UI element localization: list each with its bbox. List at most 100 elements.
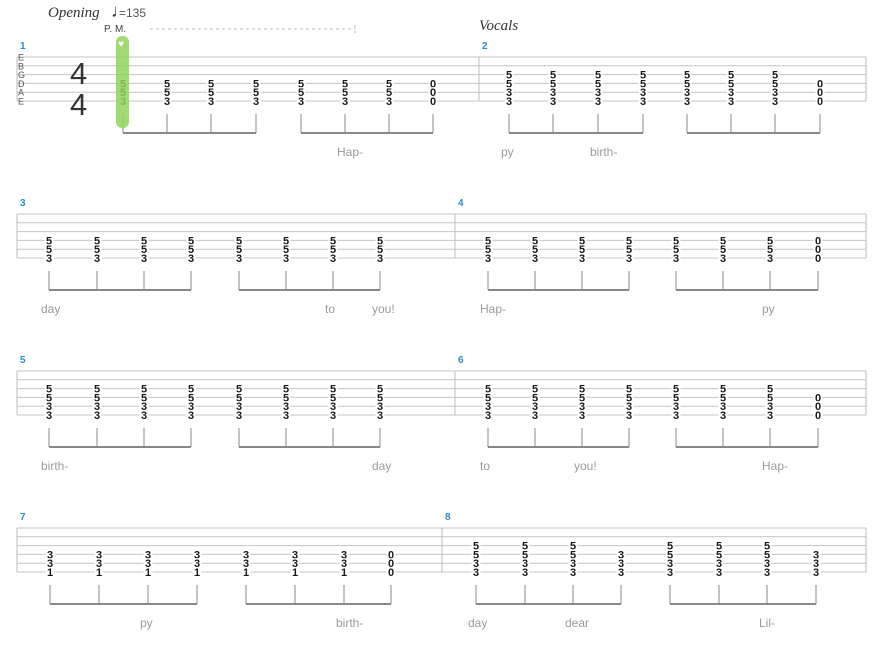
fret-number: 0	[815, 410, 821, 422]
chord[interactable]: 331	[339, 549, 349, 579]
fret-mask	[813, 392, 823, 403]
chord[interactable]: 553	[139, 235, 149, 265]
fret-mask	[139, 410, 149, 420]
fret-number: 5	[595, 70, 601, 82]
chord[interactable]: 553	[624, 235, 634, 265]
chord[interactable]: 553	[234, 235, 244, 265]
fret-number: 3	[579, 253, 585, 265]
fret-mask	[682, 87, 692, 98]
chord[interactable]: 553	[340, 78, 350, 108]
chord[interactable]: 331	[241, 549, 251, 579]
chord[interactable]: 000	[813, 392, 823, 422]
chord[interactable]: 553	[483, 235, 493, 265]
chord[interactable]: 553	[281, 235, 291, 265]
chord[interactable]: 553	[162, 78, 172, 108]
fret-mask	[251, 87, 261, 98]
chord[interactable]: 553	[765, 235, 775, 265]
fret-mask	[682, 69, 692, 80]
fret-number: 5	[522, 541, 528, 553]
chord[interactable]: 553	[530, 235, 540, 265]
chord[interactable]: 000	[813, 235, 823, 265]
fret-number: 5	[579, 244, 585, 256]
chord[interactable]: 331	[94, 549, 104, 579]
fret-mask	[251, 78, 261, 89]
fret-mask	[234, 383, 244, 394]
fret-number: 1	[243, 567, 249, 579]
fret-mask	[296, 78, 306, 89]
chord[interactable]: 000	[386, 549, 396, 579]
chord[interactable]: 553	[671, 235, 681, 265]
chord[interactable]: 553	[92, 235, 102, 265]
chord[interactable]: 553	[328, 235, 338, 265]
chord[interactable]: 553	[577, 235, 587, 265]
fret-mask	[671, 253, 681, 263]
fret-number: 1	[292, 567, 298, 579]
chord[interactable]: 553	[251, 78, 261, 108]
fret-mask	[281, 401, 291, 412]
fret-mask	[234, 410, 244, 420]
chord[interactable]: 333	[616, 549, 626, 579]
chord[interactable]: 000	[428, 78, 438, 108]
fret-mask	[624, 244, 634, 255]
chord[interactable]: 331	[45, 549, 55, 579]
fret-mask	[234, 392, 244, 403]
chord[interactable]: 331	[143, 549, 153, 579]
fret-number: 3	[626, 410, 632, 422]
chord[interactable]: 553	[296, 78, 306, 108]
fret-mask	[386, 558, 396, 569]
fret-number: 5	[716, 541, 722, 553]
chord[interactable]: 331	[192, 549, 202, 579]
chord[interactable]: 333	[811, 549, 821, 579]
fret-number: 3	[772, 96, 778, 108]
chord[interactable]: 331	[290, 549, 300, 579]
fret-mask	[568, 540, 578, 551]
playback-cursor[interactable]	[116, 36, 129, 128]
fret-mask	[815, 96, 825, 106]
chord[interactable]: 000	[815, 78, 825, 108]
chord[interactable]: 553	[206, 78, 216, 108]
chord[interactable]: 553	[186, 235, 196, 265]
fret-number: 5	[626, 384, 632, 396]
fret-number: 0	[815, 401, 821, 413]
chord[interactable]: 553	[44, 235, 54, 265]
chord[interactable]: 553	[718, 235, 728, 265]
fret-number: 5	[767, 244, 773, 256]
fret-mask	[94, 558, 104, 569]
string-label: D	[18, 79, 25, 89]
fret-number: 3	[46, 401, 52, 413]
fret-mask	[139, 244, 149, 255]
fret-number: 5	[640, 78, 646, 90]
fret-mask	[616, 567, 626, 577]
chord[interactable]: 553	[384, 78, 394, 108]
chord[interactable]: 553	[375, 235, 385, 265]
fret-number: 5	[188, 244, 194, 256]
